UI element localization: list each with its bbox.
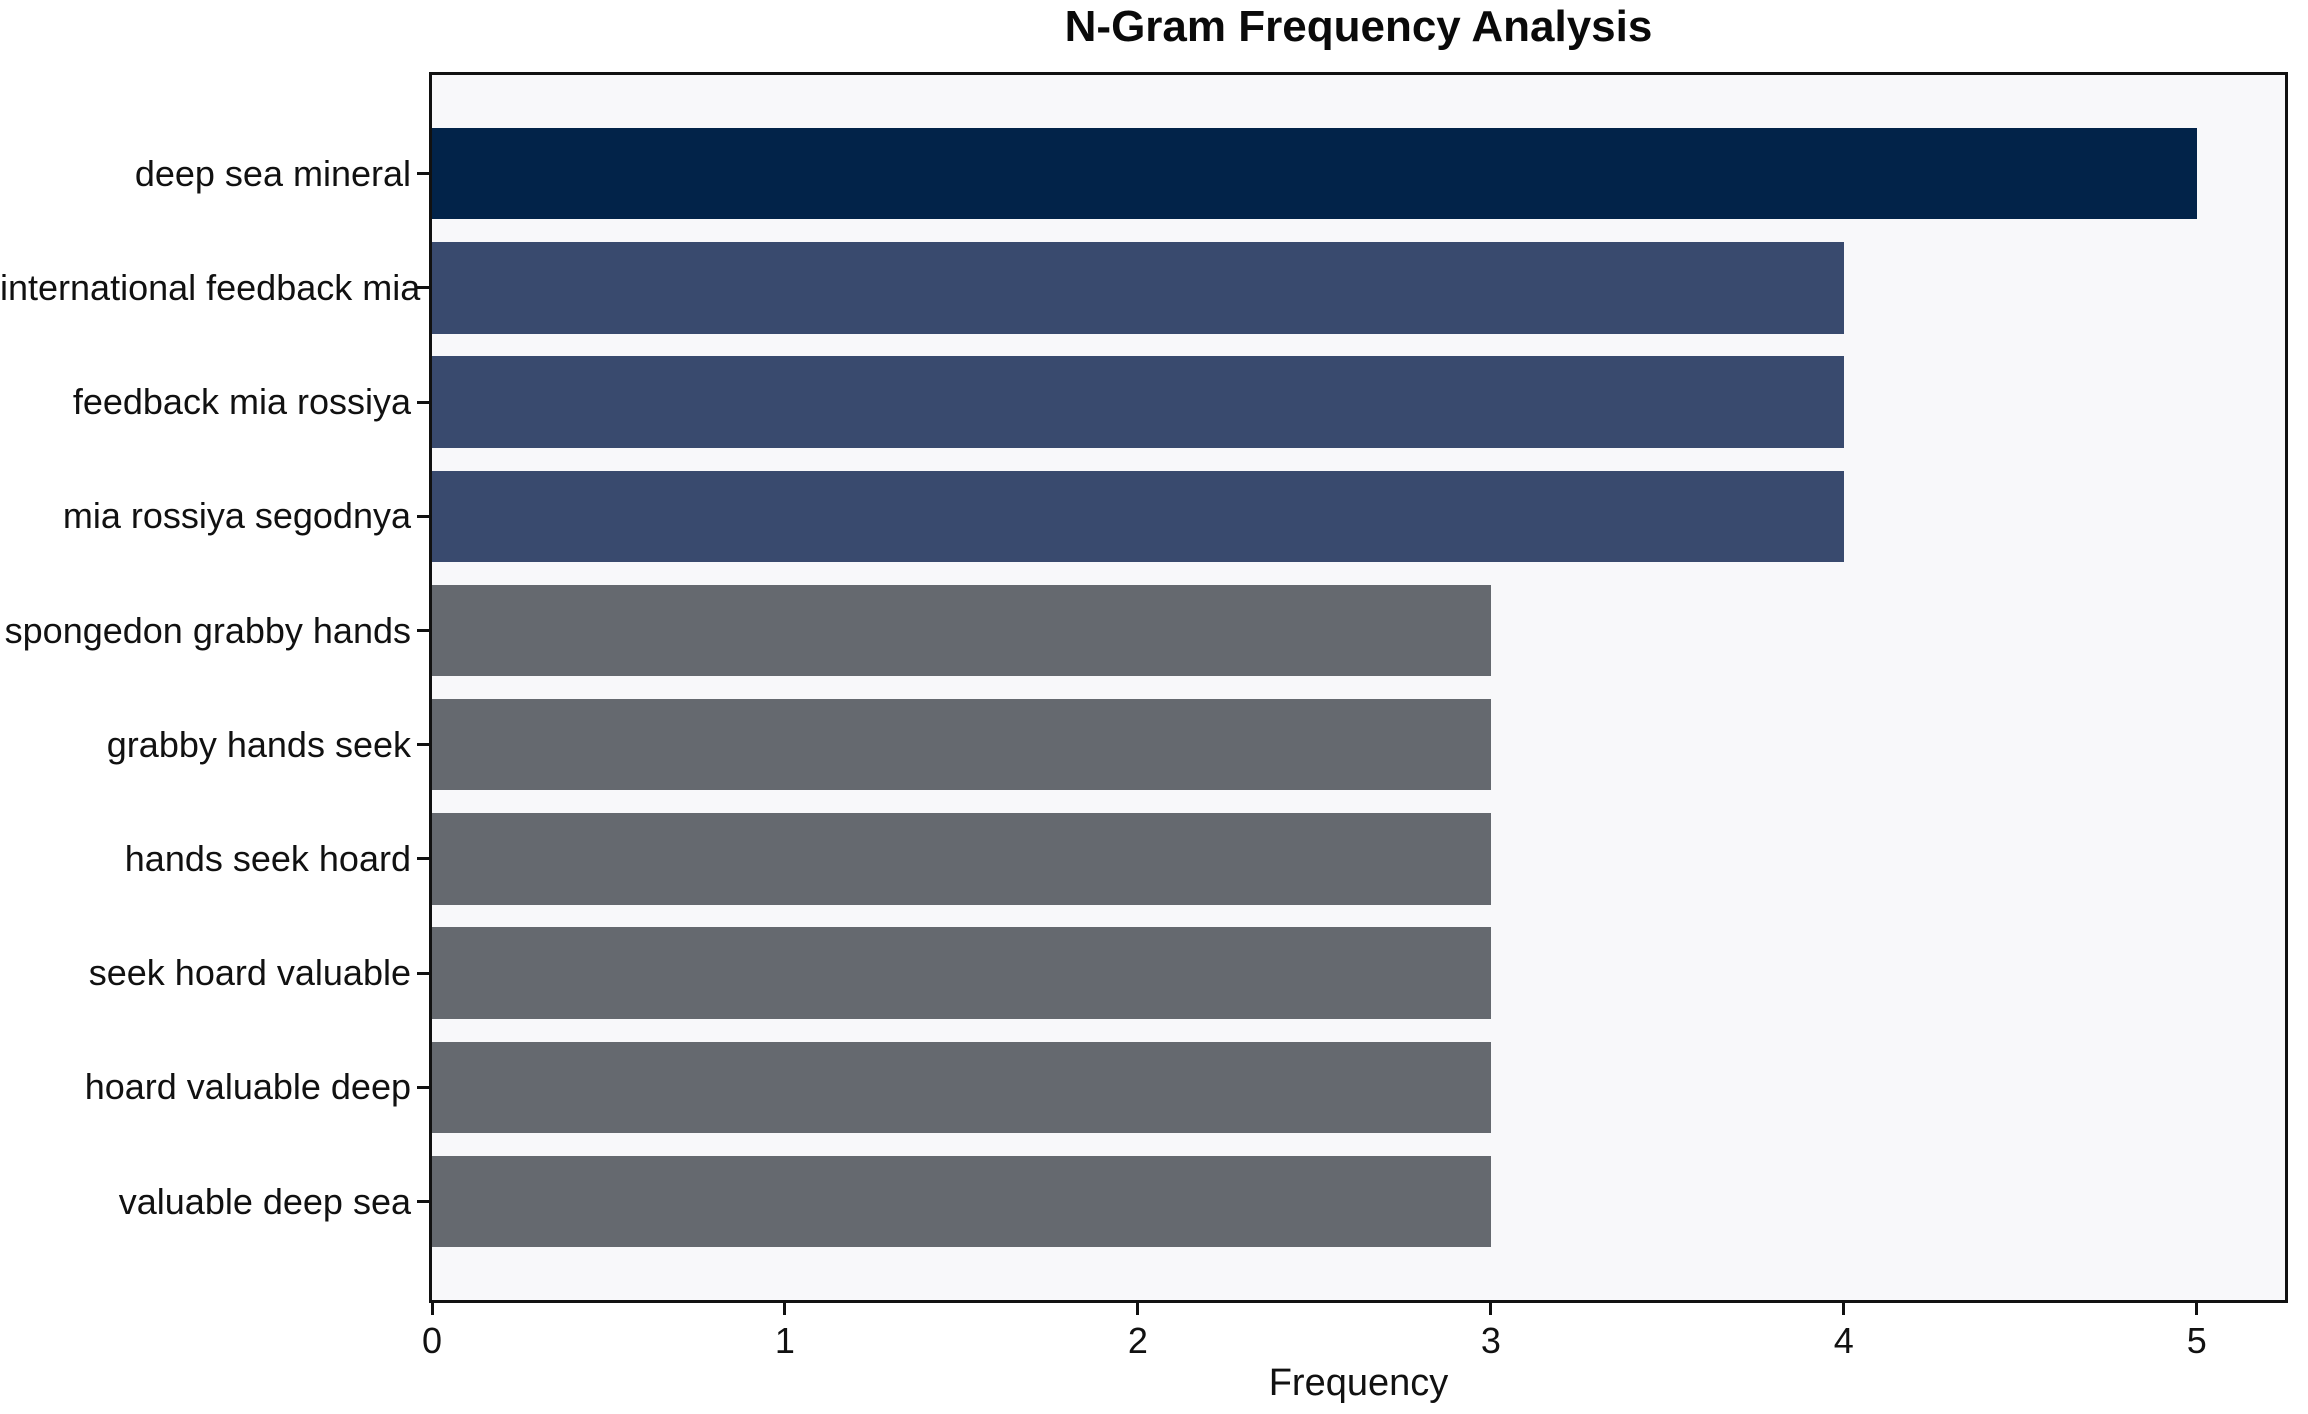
y-tick-mark xyxy=(417,514,429,518)
bar-spongedon-grabby-hands xyxy=(432,584,1491,677)
x-tick-label: 2 xyxy=(1127,1320,1148,1361)
y-tick-label: spongedon grabby hands xyxy=(4,609,411,651)
x-tick-mark xyxy=(783,1303,787,1315)
y-tick-mark xyxy=(417,971,429,975)
bar-seek-hoard-valuable xyxy=(432,927,1491,1019)
y-tick-mark xyxy=(417,629,429,632)
bar-valuable-deep-sea xyxy=(432,1155,1491,1248)
y-tick-label: grabby hands seek xyxy=(106,723,411,765)
x-tick-mark xyxy=(1136,1303,1140,1315)
y-tick-label: seek hoard valuable xyxy=(88,952,411,994)
x-tick-label: 4 xyxy=(1833,1320,1854,1361)
chart-title: N-Gram Frequency Analysis xyxy=(1064,2,1653,51)
y-tick-mark xyxy=(417,286,429,290)
x-tick-label: 1 xyxy=(774,1320,795,1361)
bar-hoard-valuable-deep xyxy=(432,1041,1491,1133)
y-tick-label: valuable deep sea xyxy=(118,1180,411,1222)
y-tick-mark xyxy=(417,1085,429,1089)
x-tick-label: 0 xyxy=(421,1320,443,1361)
y-tick-label: hoard valuable deep xyxy=(84,1066,411,1108)
bar-deep-sea-mineral xyxy=(432,128,2197,220)
y-tick-mark xyxy=(417,743,429,747)
bar-hands-seek-hoard xyxy=(432,813,1491,905)
y-tick-mark xyxy=(417,172,429,176)
y-tick-label: international feedback mia xyxy=(0,266,421,308)
bar-grabby-hands-seek xyxy=(432,699,1491,791)
x-axis-label: Frequency xyxy=(1268,1362,1449,1404)
y-tick-label: mia rossiya segodnya xyxy=(62,495,411,537)
y-tick-mark xyxy=(417,857,429,861)
x-tick-mark xyxy=(430,1303,434,1315)
y-tick-label: deep sea mineral xyxy=(134,152,411,194)
plot-area xyxy=(429,72,2288,1303)
y-tick-label: feedback mia rossiya xyxy=(72,381,411,423)
y-tick-mark xyxy=(417,400,429,404)
x-tick-label: 3 xyxy=(1480,1320,1501,1361)
y-tick-label: hands seek hoard xyxy=(124,837,411,879)
bar-mia-rossiya-segodnya xyxy=(432,470,1844,562)
y-tick-mark xyxy=(417,1200,429,1203)
x-tick-mark xyxy=(2195,1303,2199,1315)
x-tick-mark xyxy=(1842,1303,1846,1315)
x-tick-label: 5 xyxy=(2186,1320,2207,1361)
bar-international-feedback-mia xyxy=(432,242,1844,334)
x-tick-mark xyxy=(1489,1303,1493,1315)
bar-feedback-mia-rossiya xyxy=(432,356,1844,448)
